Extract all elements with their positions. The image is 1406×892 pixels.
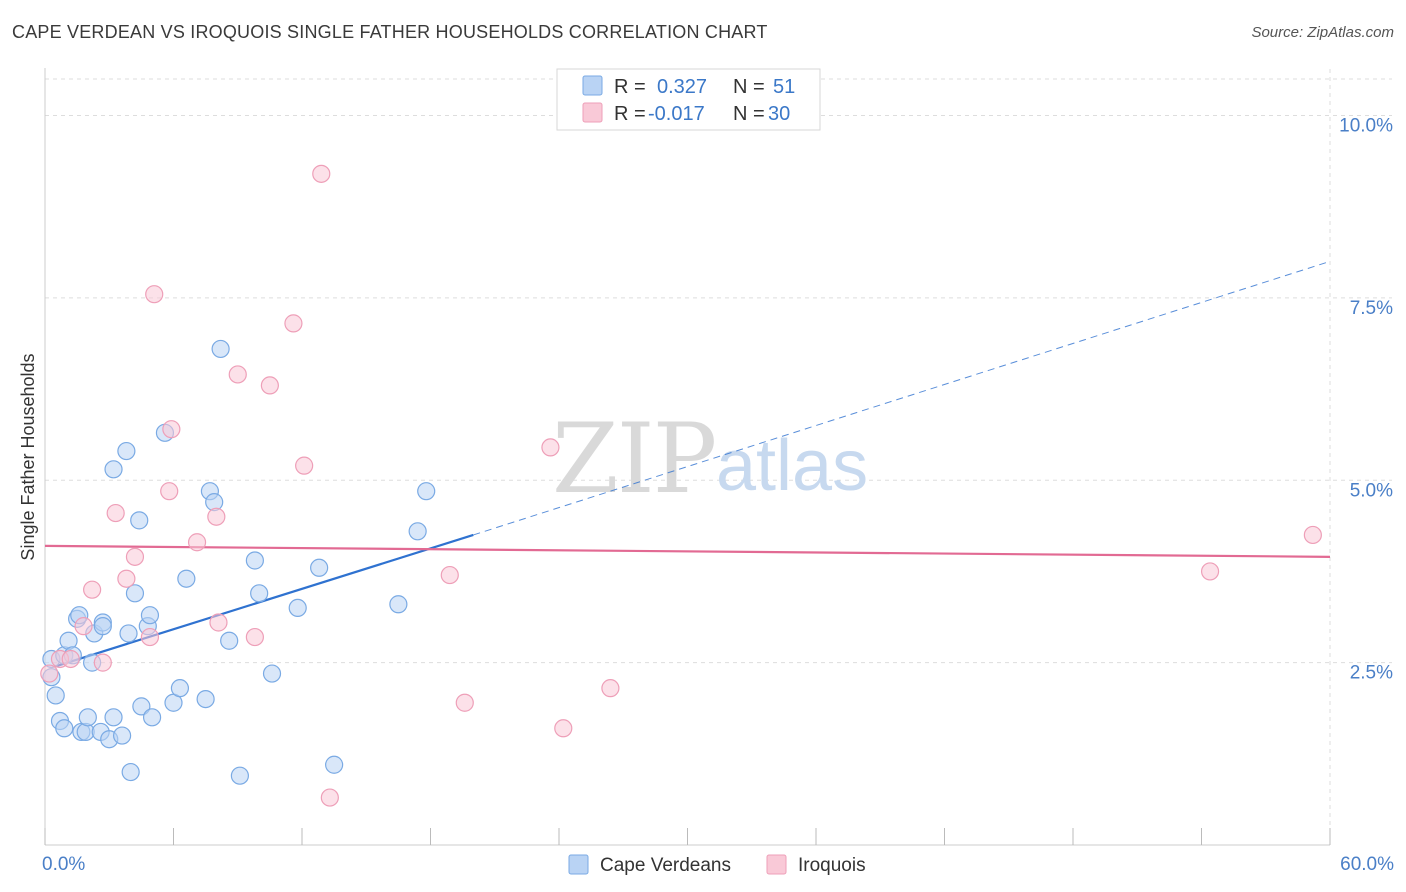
cape-verdean-point-40 [230, 766, 249, 785]
legend-n-label-1: N = [733, 76, 765, 98]
data-points [40, 164, 1322, 807]
cape-verdean-point-21 [112, 726, 132, 745]
cape-verdean-point-4 [55, 719, 74, 738]
cape-verdean-point-30 [142, 708, 162, 727]
iroquois-point-9 [140, 627, 160, 647]
x-tick-label-1: 60.0% [1340, 854, 1394, 875]
iroquois-point-23 [440, 565, 459, 585]
iroquois-point-19 [284, 314, 303, 333]
legend-swatch-cape-verdeans [582, 75, 603, 96]
legend-n-label-2: N = [733, 103, 765, 125]
legend-r-label-2: R = [614, 103, 646, 125]
iroquois-point-16 [228, 365, 247, 384]
iroquois-point-27 [601, 679, 620, 698]
watermark-zip: ZIP [552, 403, 715, 515]
trendline-solid-1 [44, 544, 1331, 558]
iroquois-point-17 [245, 627, 264, 647]
bottom-legend-swatch-iroquois [766, 854, 787, 875]
bottom-legend-swatch-cape-verdeans [568, 854, 589, 875]
cape-verdean-point-44 [288, 598, 307, 618]
cape-verdean-point-41 [245, 551, 264, 570]
iroquois-point-26 [554, 719, 573, 738]
legend-r-value-1: 0.327 [657, 76, 707, 98]
cape-verdean-point-22 [117, 441, 136, 461]
iroquois-point-10 [145, 285, 164, 304]
iroquois-point-3 [74, 617, 93, 636]
y-tick-label-1: 5.0% [1350, 480, 1393, 501]
iroquois-point-4 [83, 580, 102, 599]
source-label: Source: ZipAtlas.com [1251, 24, 1394, 41]
legend-n-value-2: 30 [768, 103, 790, 125]
cape-verdean-point-42 [250, 584, 269, 603]
y-axis-label: Single Father Households [18, 353, 38, 560]
iroquois-point-12 [162, 420, 181, 439]
iroquois-point-2 [61, 649, 80, 669]
iroquois-point-11 [160, 482, 179, 501]
cape-verdean-point-29 [140, 606, 160, 625]
cape-verdean-point-47 [389, 595, 408, 614]
cape-verdean-point-39 [220, 631, 239, 650]
iroquois-point-0 [40, 664, 59, 683]
iroquois-point-29 [1303, 525, 1322, 545]
iroquois-point-20 [295, 456, 314, 475]
iroquois-point-25 [541, 438, 560, 457]
legend-swatch-iroquois [582, 102, 603, 123]
iroquois-point-24 [455, 693, 474, 712]
iroquois-point-14 [207, 507, 226, 526]
watermark-atlas: atlas [716, 426, 868, 506]
cape-verdean-point-19 [104, 708, 123, 727]
iroquois-point-13 [187, 533, 207, 552]
iroquois-point-28 [1200, 562, 1220, 581]
iroquois-point-18 [260, 376, 279, 395]
cape-verdean-point-26 [130, 511, 149, 530]
iroquois-point-22 [312, 164, 331, 183]
iroquois-point-7 [117, 569, 136, 588]
cape-verdean-point-43 [262, 664, 282, 683]
legend-n-value-1: 51 [773, 76, 795, 98]
y-tick-label-3: 10.0% [1339, 116, 1393, 137]
cape-verdean-point-2 [46, 686, 65, 705]
cape-verdean-point-23 [119, 624, 138, 643]
cape-verdean-point-46 [325, 755, 344, 774]
cape-verdean-point-49 [417, 482, 436, 501]
cape-verdean-point-45 [310, 558, 329, 577]
iroquois-point-15 [209, 613, 228, 632]
bottom-legend-label-iroquois: Iroquois [798, 855, 866, 876]
cape-verdean-point-17 [93, 617, 112, 636]
x-tick-label-0: 0.0% [42, 854, 85, 875]
tick-labels: 2.5% 5.0% 7.5% 10.0% 0.0% 60.0% [42, 116, 1394, 875]
stats-legend: R = 0.327 N = 51 R = -0.017 N = 30 [556, 68, 821, 131]
y-tick-label-2: 7.5% [1350, 298, 1393, 319]
cape-verdean-point-24 [121, 762, 140, 782]
legend-r-label-1: R = [614, 76, 646, 98]
y-tick-label-0: 2.5% [1350, 663, 1393, 684]
iroquois-point-5 [93, 653, 112, 672]
cape-verdean-point-12 [78, 708, 97, 727]
cape-verdean-point-38 [211, 339, 230, 359]
iroquois-point-21 [320, 788, 339, 807]
legend-r-value-2: -0.017 [648, 103, 705, 125]
cape-verdean-point-34 [177, 569, 196, 588]
axes [44, 68, 1331, 846]
trendline-dashed-0 [473, 260, 1331, 536]
cape-verdean-point-35 [196, 689, 215, 709]
bottom-legend: Cape Verdeans Iroquois [568, 854, 866, 876]
chart-title: CAPE VERDEAN VS IROQUOIS SINGLE FATHER H… [12, 22, 768, 42]
cape-verdean-point-20 [104, 460, 123, 479]
watermark: ZIP atlas [552, 403, 868, 515]
cape-verdean-point-25 [125, 584, 145, 603]
bottom-legend-label-cape-verdeans: Cape Verdeans [600, 855, 731, 876]
cape-verdean-point-33 [170, 679, 190, 698]
iroquois-point-8 [125, 547, 145, 566]
cape-verdean-point-27 [132, 697, 151, 716]
iroquois-point-6 [106, 503, 125, 523]
cape-verdean-point-48 [408, 522, 427, 541]
